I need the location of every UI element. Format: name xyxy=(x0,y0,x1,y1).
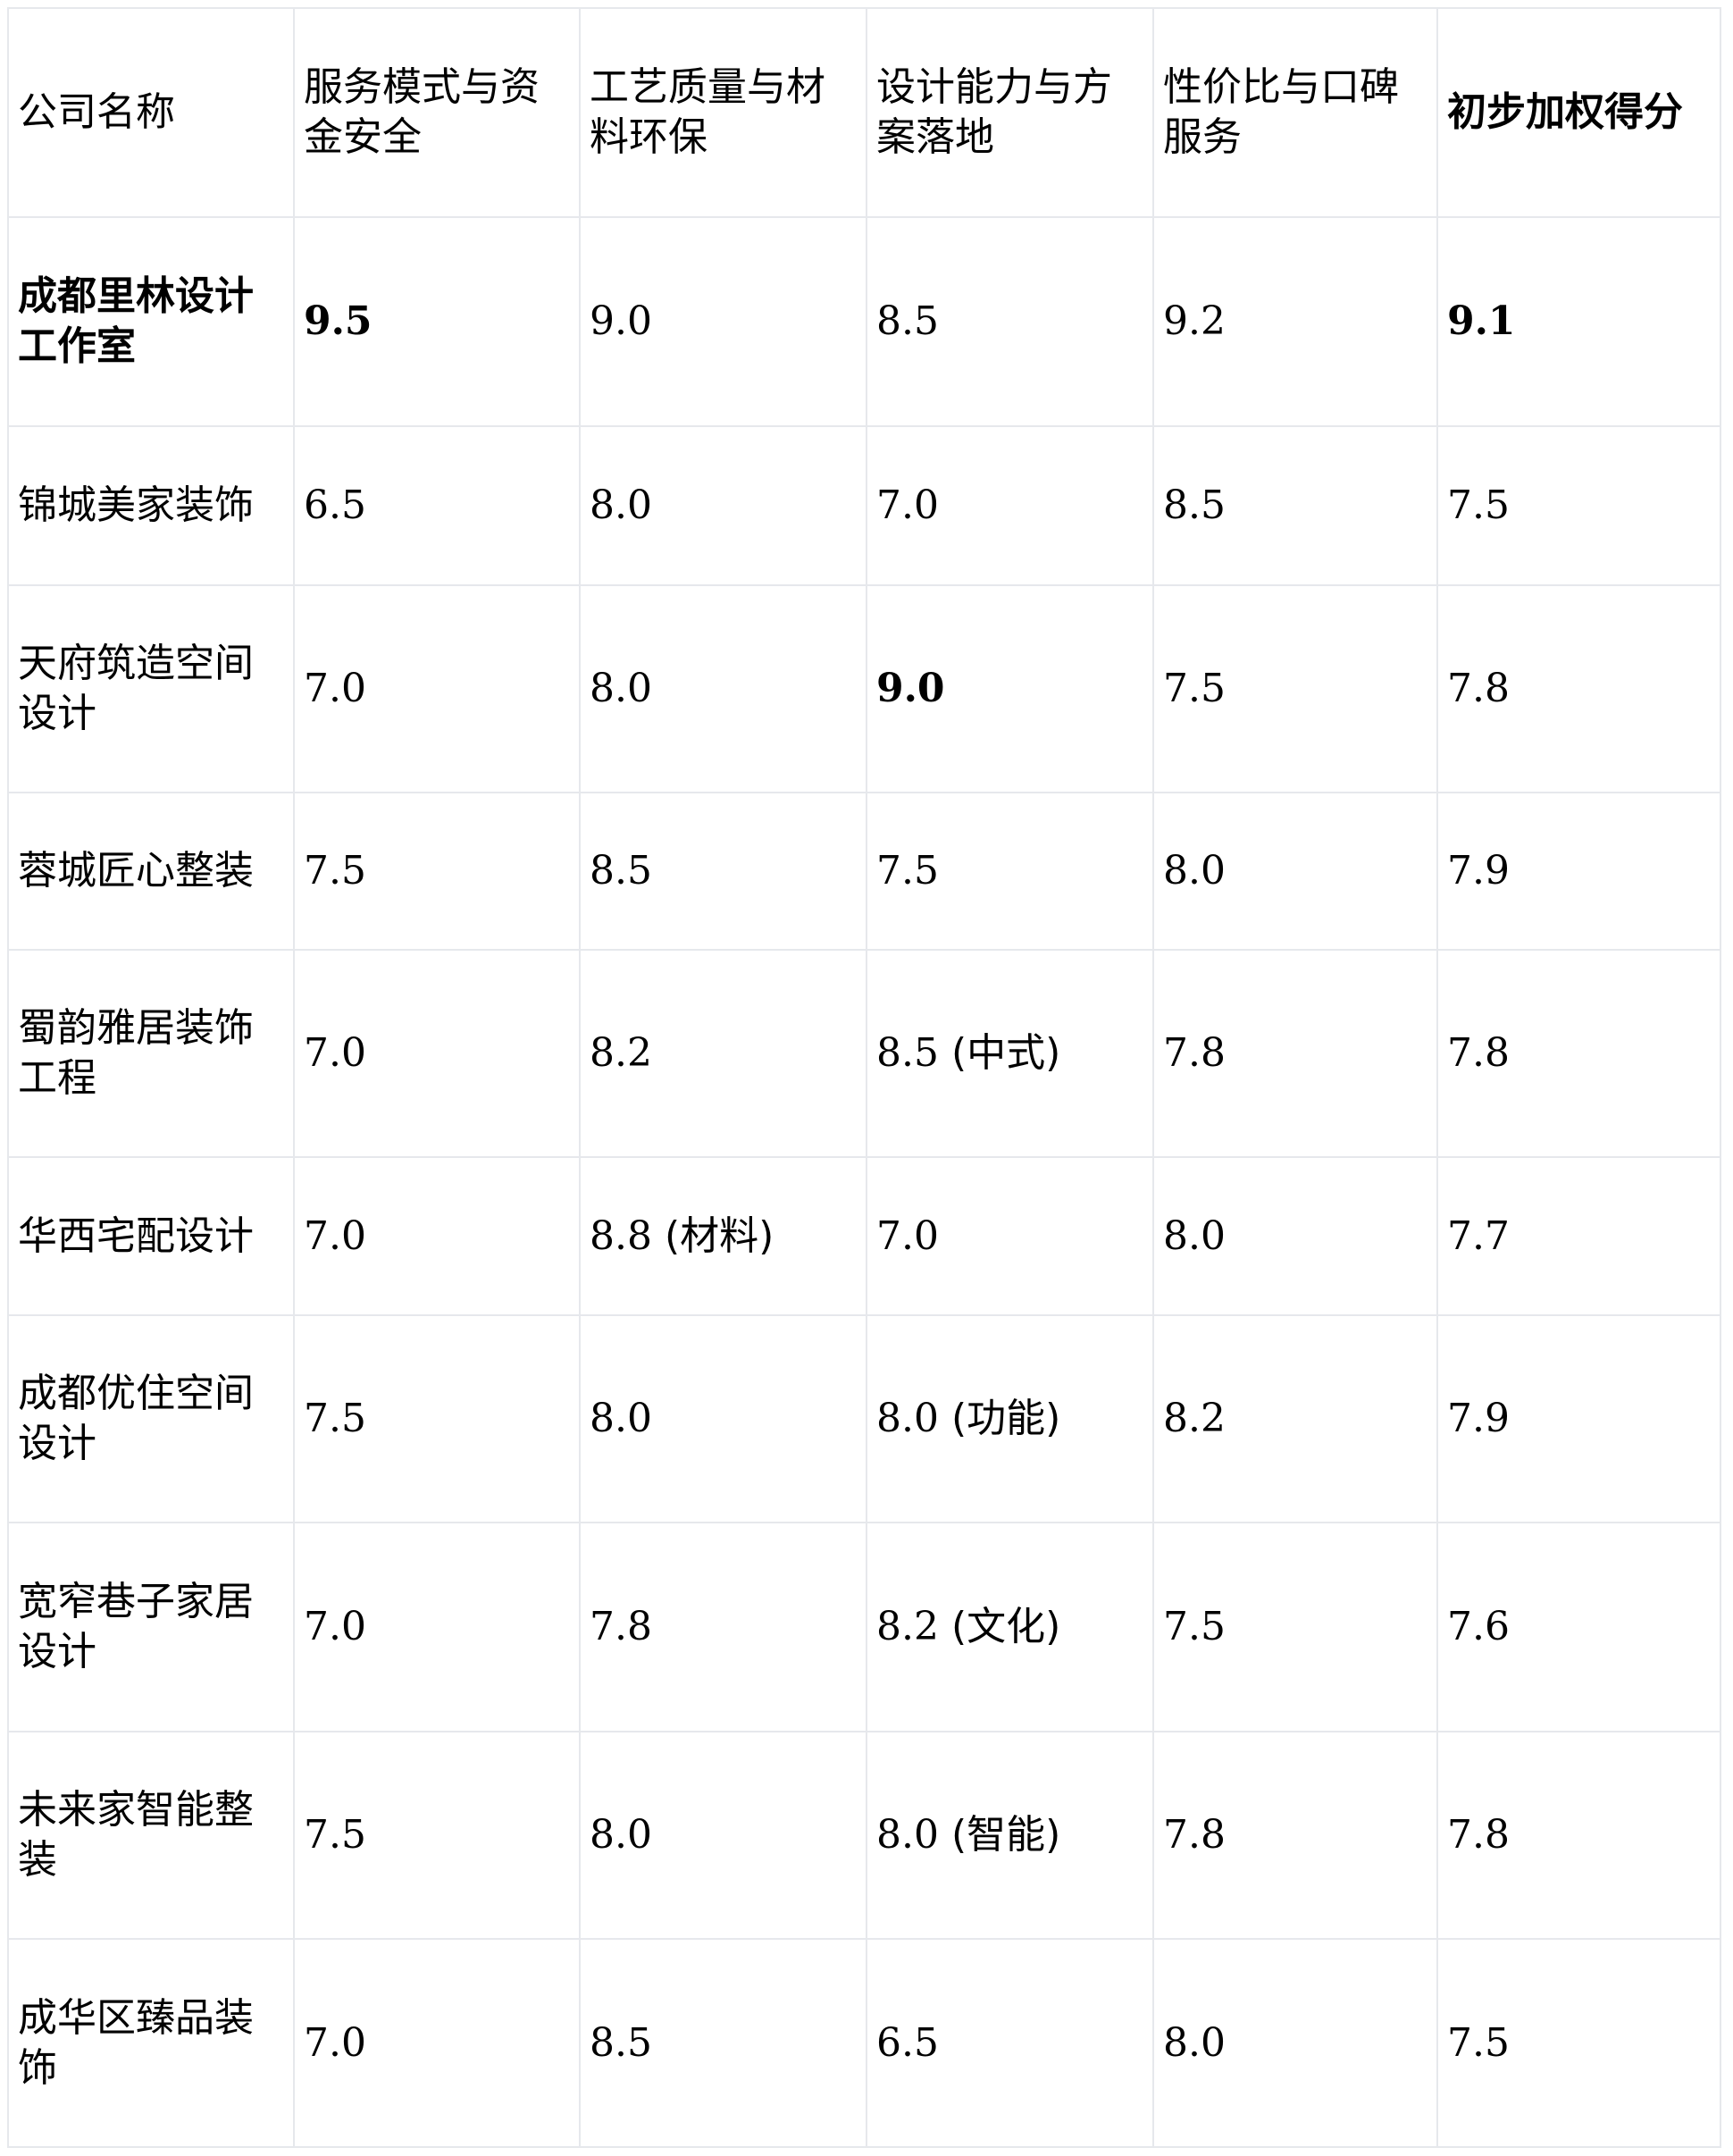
table-row: 成都优住空间设计 7.5 8.0 8.0 (功能) 8.2 7.9 xyxy=(7,1314,1721,1523)
table-row: 蜀韵雅居装饰工程 7.0 8.2 8.5 (中式) 7.8 7.8 xyxy=(7,949,1721,1158)
cell-value-score: 7.5 xyxy=(1152,584,1438,793)
header-company-name: 公司名称 xyxy=(7,7,295,218)
cell-value-score: 8.0 xyxy=(1152,1156,1438,1316)
table-row: 未来家智能整装 7.5 8.0 8.0 (智能) 7.8 7.8 xyxy=(7,1731,1721,1940)
cell-craft-score: 8.0 xyxy=(579,425,867,586)
cell-service-score: 7.5 xyxy=(293,792,581,951)
table-row: 蓉城匠心整装 7.5 8.5 7.5 8.0 7.9 xyxy=(7,792,1721,951)
cell-weighted-score: 7.5 xyxy=(1436,1938,1721,2148)
cell-value-score: 9.2 xyxy=(1152,216,1438,427)
cell-service-score: 7.0 xyxy=(293,1156,581,1316)
cell-text: 8.2 (文化) xyxy=(876,1604,1061,1649)
cell-company-name: 华西宅配设计 xyxy=(7,1156,295,1316)
cell-service-score: 7.0 xyxy=(293,1522,581,1732)
header-design-ability: 设计能力与方案落地 xyxy=(866,7,1154,218)
cell-company-name: 蜀韵雅居装饰工程 xyxy=(7,949,295,1158)
cell-design-score: 8.2 (文化) xyxy=(866,1522,1154,1732)
cell-company-name: 锦城美家装饰 xyxy=(7,425,295,586)
cell-text: 8.8 (材料) xyxy=(590,1212,774,1259)
cell-craft-score: 9.0 xyxy=(579,216,867,427)
cell-weighted-score: 7.8 xyxy=(1436,1731,1721,1940)
cell-note: (智能) xyxy=(938,1812,1061,1858)
score-table: 公司名称 服务模式与资金安全 工艺质量与材料环保 设计能力与方案落地 性价比与口… xyxy=(7,7,1721,2148)
table-row: 华西宅配设计 7.0 8.8 (材料) 7.0 8.0 7.7 xyxy=(7,1156,1721,1316)
cell-value-score: 7.5 xyxy=(1152,1522,1438,1732)
cell-value-score: 8.0 xyxy=(1152,792,1438,951)
cell-craft-score: 7.8 xyxy=(579,1522,867,1732)
cell-company-name: 宽窄巷子家居设计 xyxy=(7,1522,295,1732)
cell-craft-score: 8.0 xyxy=(579,1314,867,1523)
cell-craft-score: 8.0 xyxy=(579,1731,867,1940)
cell-service-score: 7.0 xyxy=(293,1938,581,2148)
table-row: 天府筑造空间设计 7.0 8.0 9.0 7.5 7.8 xyxy=(7,584,1721,793)
cell-craft-score: 8.2 xyxy=(579,949,867,1158)
header-craft-quality: 工艺质量与材料环保 xyxy=(579,7,867,218)
table-row: 锦城美家装饰 6.5 8.0 7.0 8.5 7.5 xyxy=(7,425,1721,586)
cell-service-score: 6.5 xyxy=(293,425,581,586)
table-row: 成都里林设计工作室 9.5 9.0 8.5 9.2 9.1 xyxy=(7,216,1721,427)
cell-design-score: 8.5 xyxy=(866,216,1154,427)
cell-service-score: 7.5 xyxy=(293,1314,581,1523)
cell-design-score: 8.0 (功能) xyxy=(866,1314,1154,1523)
cell-company-name: 成都里林设计工作室 xyxy=(7,216,295,427)
cell-text: 8.0 (功能) xyxy=(876,1396,1061,1441)
cell-craft-score: 8.5 xyxy=(579,792,867,951)
cell-craft-score: 8.8 (材料) xyxy=(579,1156,867,1316)
cell-design-score: 6.5 xyxy=(866,1938,1154,2148)
cell-design-score: 7.5 xyxy=(866,792,1154,951)
cell-weighted-score: 7.8 xyxy=(1436,584,1721,793)
cell-service-score: 9.5 xyxy=(293,216,581,427)
cell-note: (文化) xyxy=(938,1604,1061,1649)
cell-design-score: 8.5 (中式) xyxy=(866,949,1154,1158)
cell-value-score: 8.2 xyxy=(1152,1314,1438,1523)
cell-value-score: 8.5 xyxy=(1152,425,1438,586)
cell-company-name: 蓉城匠心整装 xyxy=(7,792,295,951)
header-value-reputation: 性价比与口碑服务 xyxy=(1152,7,1438,218)
cell-weighted-score: 7.5 xyxy=(1436,425,1721,586)
cell-company-name: 成都优住空间设计 xyxy=(7,1314,295,1523)
cell-note: (功能) xyxy=(938,1396,1061,1441)
cell-value-score: 7.8 xyxy=(1152,949,1438,1158)
table-row: 成华区臻品装饰 7.0 8.5 6.5 8.0 7.5 xyxy=(7,1938,1721,2148)
cell-value-score: 8.0 xyxy=(1152,1938,1438,2148)
cell-service-score: 7.0 xyxy=(293,949,581,1158)
cell-service-score: 7.5 xyxy=(293,1731,581,1940)
cell-craft-score: 8.0 xyxy=(579,584,867,793)
table-row: 宽窄巷子家居设计 7.0 7.8 8.2 (文化) 7.5 7.6 xyxy=(7,1522,1721,1732)
header-weighted-score: 初步加权得分 xyxy=(1436,7,1721,218)
cell-value-score: 7.8 xyxy=(1152,1731,1438,1940)
cell-company-name: 未来家智能整装 xyxy=(7,1731,295,1940)
cell-text: 8.5 (中式) xyxy=(876,1030,1061,1076)
cell-weighted-score: 7.9 xyxy=(1436,792,1721,951)
cell-weighted-score: 7.8 xyxy=(1436,949,1721,1158)
cell-weighted-score: 7.7 xyxy=(1436,1156,1721,1316)
cell-weighted-score: 7.9 xyxy=(1436,1314,1721,1523)
cell-service-score: 7.0 xyxy=(293,584,581,793)
cell-weighted-score: 9.1 xyxy=(1436,216,1721,427)
cell-design-score: 9.0 xyxy=(866,584,1154,793)
cell-design-score: 7.0 xyxy=(866,425,1154,586)
header-service-model: 服务模式与资金安全 xyxy=(293,7,581,218)
cell-weighted-score: 7.6 xyxy=(1436,1522,1721,1732)
cell-note: (材料) xyxy=(651,1212,774,1259)
cell-note: (中式) xyxy=(938,1030,1061,1076)
cell-craft-score: 8.5 xyxy=(579,1938,867,2148)
cell-text: 8.0 (智能) xyxy=(876,1812,1061,1858)
header-row: 公司名称 服务模式与资金安全 工艺质量与材料环保 设计能力与方案落地 性价比与口… xyxy=(7,7,1721,218)
cell-design-score: 8.0 (智能) xyxy=(866,1731,1154,1940)
cell-design-score: 7.0 xyxy=(866,1156,1154,1316)
cell-company-name: 天府筑造空间设计 xyxy=(7,584,295,793)
cell-company-name: 成华区臻品装饰 xyxy=(7,1938,295,2148)
